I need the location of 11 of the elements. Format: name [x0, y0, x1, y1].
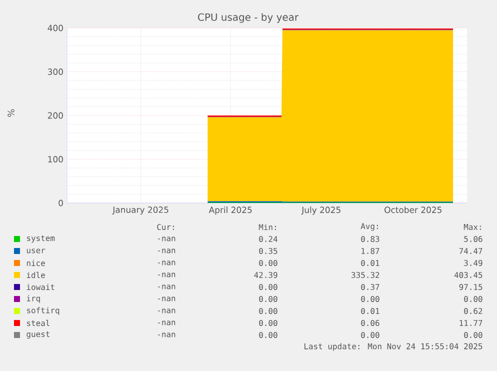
chart-title: CPU usage - by year: [198, 13, 299, 23]
x-tick-label: October 2025: [384, 206, 442, 214]
y-tick-label: 0: [58, 200, 63, 206]
x-tick-label: January 2025: [112, 206, 168, 215]
y-tick-label: 300: [48, 68, 63, 75]
x-tick-label: April 2025: [208, 206, 252, 215]
y-tick-label: 200: [48, 112, 63, 119]
y-axis-title: %: [8, 109, 14, 117]
y-tick-label: 400: [48, 24, 63, 32]
x-tick-label: July 2025: [301, 206, 340, 215]
y-tick-label: 100: [48, 156, 63, 162]
